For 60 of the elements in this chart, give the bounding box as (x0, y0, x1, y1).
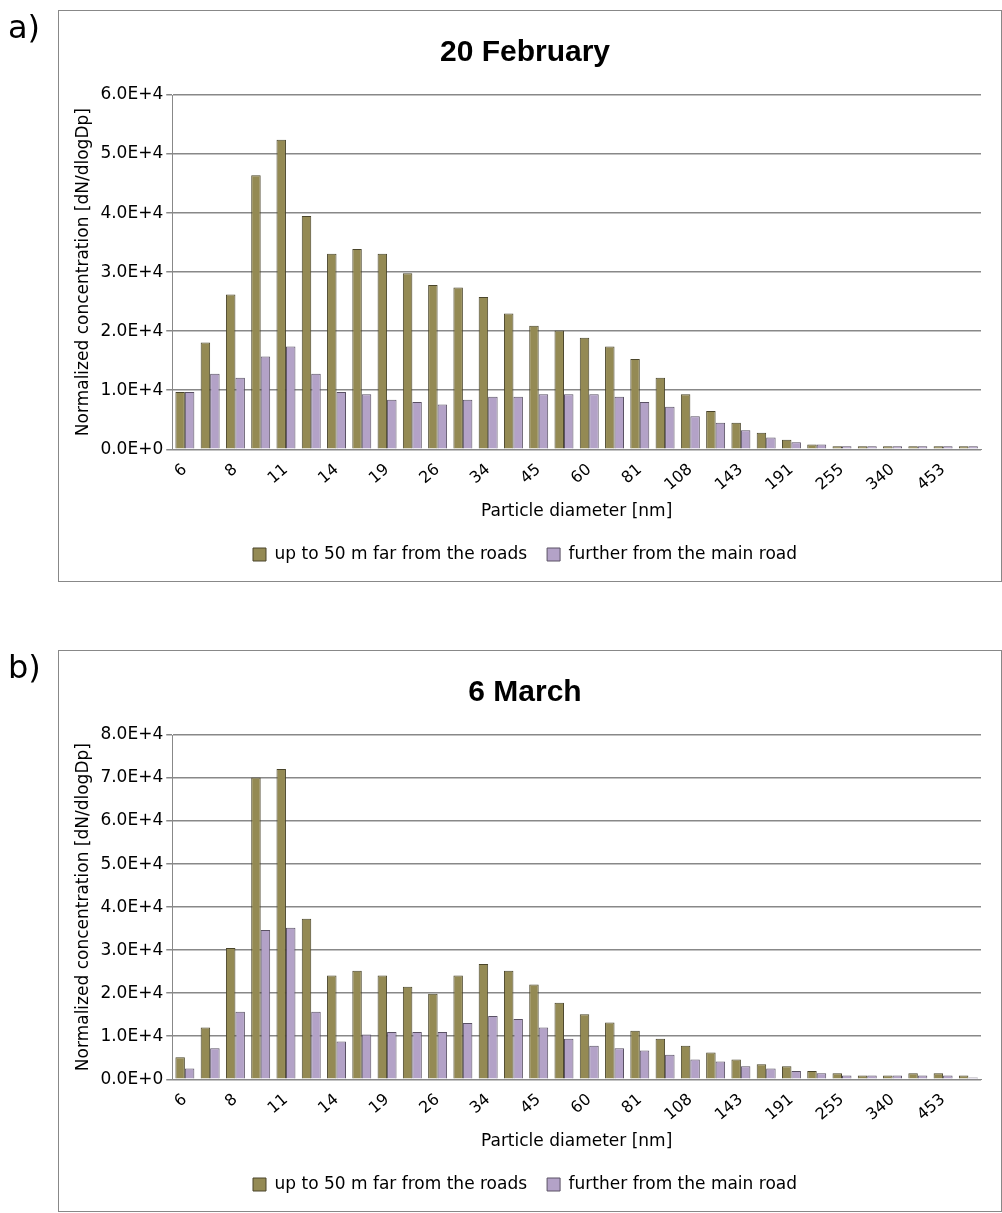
x-axis-title: Particle diameter [nm] (480, 1130, 673, 1151)
chart-title: 20 February (439, 34, 611, 68)
y-tick-label: 6.0E+4 (100, 83, 164, 104)
y-tick-label: 5.0E+4 (100, 852, 164, 873)
y-tick-label: 0.0E+0 (100, 1067, 164, 1088)
y-tick-label: 3.0E+4 (100, 260, 164, 281)
x-tick-label: 453 (912, 459, 949, 494)
x-tick-label: 45 (516, 459, 544, 487)
y-tick-label: 3.0E+4 (100, 938, 164, 959)
x-tick-label: 45 (516, 1089, 544, 1117)
text: a) (8, 8, 41, 46)
x-tick-label: 340 (862, 459, 898, 494)
x-tick-label: 143 (710, 459, 747, 494)
x-tick-label: 143 (710, 1089, 747, 1124)
chart-title: 6 March (468, 674, 582, 708)
x-tick-label: 81 (617, 459, 646, 487)
x-tick-label: 6 (170, 459, 191, 481)
x-tick-label: 8 (220, 1089, 241, 1111)
x-tick-label: 8 (220, 459, 241, 481)
y-axis-title: Normalized concentration [dN/dlogDp] (71, 108, 92, 437)
y-tick-label: 5.0E+4 (100, 142, 164, 163)
y-tick-label: 7.0E+4 (100, 766, 164, 787)
y-tick-label: 4.0E+4 (100, 201, 164, 222)
y-tick-label: 6.0E+4 (100, 809, 164, 830)
legend-label: further from the main road (568, 542, 798, 563)
x-tick-label: 453 (912, 1089, 949, 1124)
x-tick-label: 191 (761, 1089, 797, 1124)
y-tick-label: 0.0E+0 (100, 437, 164, 458)
y-tick-label: 2.0E+4 (100, 981, 164, 1002)
x-tick-label: 108 (660, 1089, 696, 1124)
x-tick-label: 11 (263, 1089, 292, 1117)
x-tick-label: 26 (415, 1089, 443, 1117)
text: b) (8, 648, 41, 686)
x-tick-label: 19 (364, 459, 393, 487)
y-axis-title: Normalized concentration [dN/dlogDp] (71, 743, 92, 1072)
x-tick-label: 6 (170, 1089, 191, 1111)
legend-label: up to 50 m far from the roads (274, 542, 528, 563)
legend-label: further from the main road (568, 1172, 798, 1193)
x-tick-label: 108 (660, 459, 696, 494)
x-tick-label: 81 (617, 1089, 646, 1117)
y-tick-label: 2.0E+4 (100, 319, 164, 340)
y-tick-label: 8.0E+4 (100, 723, 164, 744)
x-tick-label: 34 (465, 459, 494, 487)
x-axis-title: Particle diameter [nm] (480, 500, 673, 521)
y-tick-label: 1.0E+4 (100, 378, 164, 399)
x-tick-label: 191 (761, 459, 797, 494)
x-tick-label: 34 (465, 1089, 494, 1117)
y-tick-label: 1.0E+4 (100, 1024, 164, 1045)
x-tick-label: 14 (313, 459, 342, 487)
x-tick-label: 60 (566, 459, 595, 487)
x-tick-label: 340 (862, 1089, 898, 1124)
x-tick-label: 11 (263, 459, 292, 487)
x-tick-label: 255 (811, 1089, 848, 1124)
x-tick-label: 19 (364, 1089, 393, 1117)
legend-label: up to 50 m far from the roads (274, 1172, 528, 1193)
x-tick-label: 14 (313, 1089, 342, 1117)
x-tick-label: 26 (415, 459, 443, 487)
y-tick-label: 4.0E+4 (100, 895, 164, 916)
x-tick-label: 60 (566, 1089, 595, 1117)
x-tick-label: 255 (811, 459, 848, 494)
